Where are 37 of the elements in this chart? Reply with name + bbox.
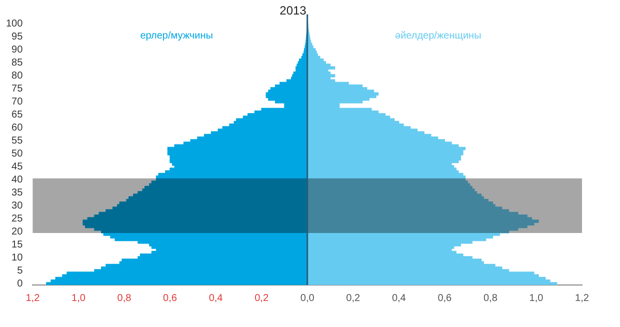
y-tick-label: 95 xyxy=(12,31,24,42)
y-tick-label: 70 xyxy=(12,96,24,108)
x-tick-label: 0,4 xyxy=(392,292,406,304)
x-tick-label: 0,8 xyxy=(483,292,498,304)
y-tick-label: 40 xyxy=(12,174,24,186)
x-tick-label: 0,8 xyxy=(117,292,132,304)
y-tick-label: 5 xyxy=(17,265,24,276)
y-tick-label: 20 xyxy=(12,226,24,238)
x-tick-label: 0,4 xyxy=(208,292,224,304)
y-tick-label: 85 xyxy=(12,57,24,68)
x-tick-label: 1,2 xyxy=(575,292,590,304)
x-tick-label: 0,0 xyxy=(300,292,315,304)
y-tick-label: 75 xyxy=(12,83,24,94)
x-tick-label: 0,6 xyxy=(163,292,178,304)
chart-title: 2013 xyxy=(280,4,307,18)
x-tick-label: 1,0 xyxy=(529,292,544,304)
x-tick-label: 1,2 xyxy=(26,292,40,304)
y-tick-label: 25 xyxy=(12,213,24,224)
y-tick-label: 80 xyxy=(12,70,24,82)
y-tick-label: 90 xyxy=(12,44,24,56)
y-tick-label: 65 xyxy=(12,109,24,120)
y-tick-label: 100 xyxy=(6,18,24,30)
x-tick-label: 0,2 xyxy=(254,292,269,304)
text: ерлер/мужчины xyxy=(140,30,213,42)
y-tick-label: 50 xyxy=(12,148,24,160)
text: әйелдер/женщины xyxy=(395,30,482,42)
x-tick-label: 0,6 xyxy=(438,292,452,304)
y-tick-label: 10 xyxy=(12,252,24,264)
x-tick-label: 0,2 xyxy=(346,292,361,304)
y-tick-label: 35 xyxy=(12,187,24,198)
y-tick-label: 0 xyxy=(17,278,24,290)
x-tick-label: 1,0 xyxy=(72,292,86,304)
y-tick-label: 55 xyxy=(12,135,24,146)
y-tick-label: 60 xyxy=(12,122,24,134)
y-tick-label: 15 xyxy=(12,239,24,250)
y-tick-label: 45 xyxy=(12,161,24,172)
y-tick-label: 30 xyxy=(12,200,24,212)
